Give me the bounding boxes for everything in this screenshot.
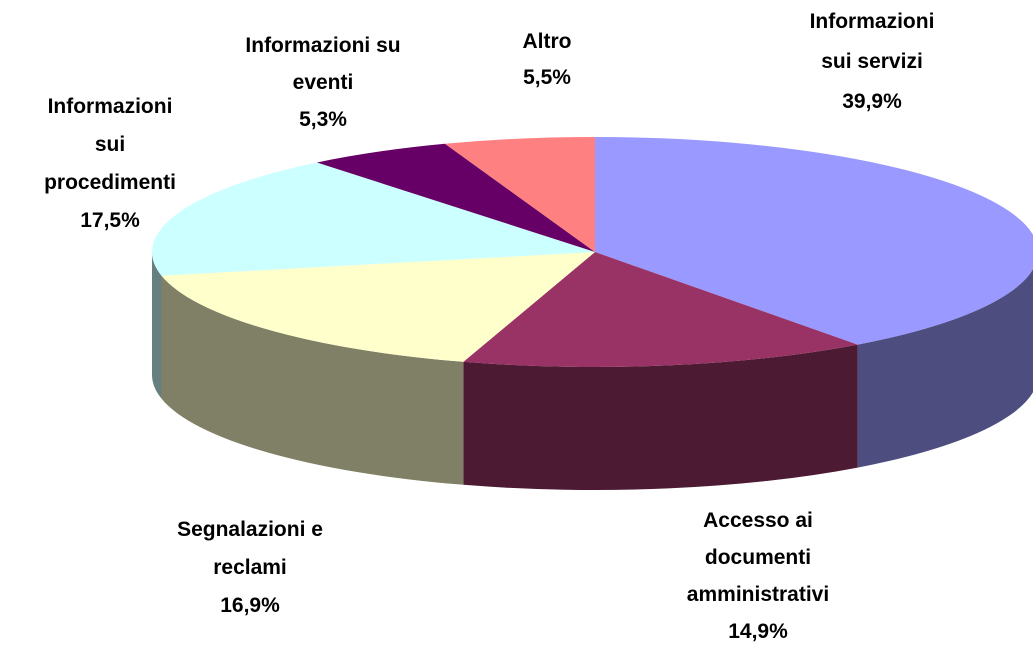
slice-label: Informazioni sui procedimenti 17,5% bbox=[35, 88, 185, 240]
value-label: 17,5% bbox=[80, 209, 140, 232]
value-label: 39,9% bbox=[842, 90, 902, 113]
slice bbox=[595, 137, 1033, 345]
category-label: Informazioni sui servizi bbox=[809, 10, 935, 73]
slice-label: Accesso ai documenti amministrativi 14,9% bbox=[673, 502, 843, 645]
category-label: Informazioni su eventi bbox=[245, 34, 401, 94]
slice-label: Segnalazioni e reclami 16,9% bbox=[160, 511, 340, 625]
value-label: 16,9% bbox=[220, 594, 280, 617]
slice-side bbox=[161, 275, 464, 485]
slice bbox=[161, 252, 596, 362]
value-label: 5,5% bbox=[523, 66, 571, 89]
category-label: Segnalazioni e reclami bbox=[177, 518, 323, 579]
slice-side bbox=[152, 252, 162, 399]
slice-side bbox=[857, 269, 1033, 468]
slice-label: Informazioni sui servizi 39,9% bbox=[797, 2, 947, 122]
category-label: Altro bbox=[522, 30, 572, 53]
slice-side bbox=[463, 344, 858, 490]
value-label: 5,3% bbox=[299, 108, 347, 131]
value-label: 14,9% bbox=[728, 620, 788, 643]
slice bbox=[463, 252, 858, 367]
slice bbox=[152, 162, 595, 276]
slice bbox=[444, 137, 595, 252]
slice-label: Informazioni su eventi 5,3% bbox=[233, 27, 413, 138]
category-label: Informazioni sui procedimenti bbox=[44, 95, 176, 194]
slice-label: Altro 5,5% bbox=[472, 24, 622, 96]
category-label: Accesso ai documenti amministrativi bbox=[686, 509, 830, 606]
slice bbox=[316, 143, 595, 252]
